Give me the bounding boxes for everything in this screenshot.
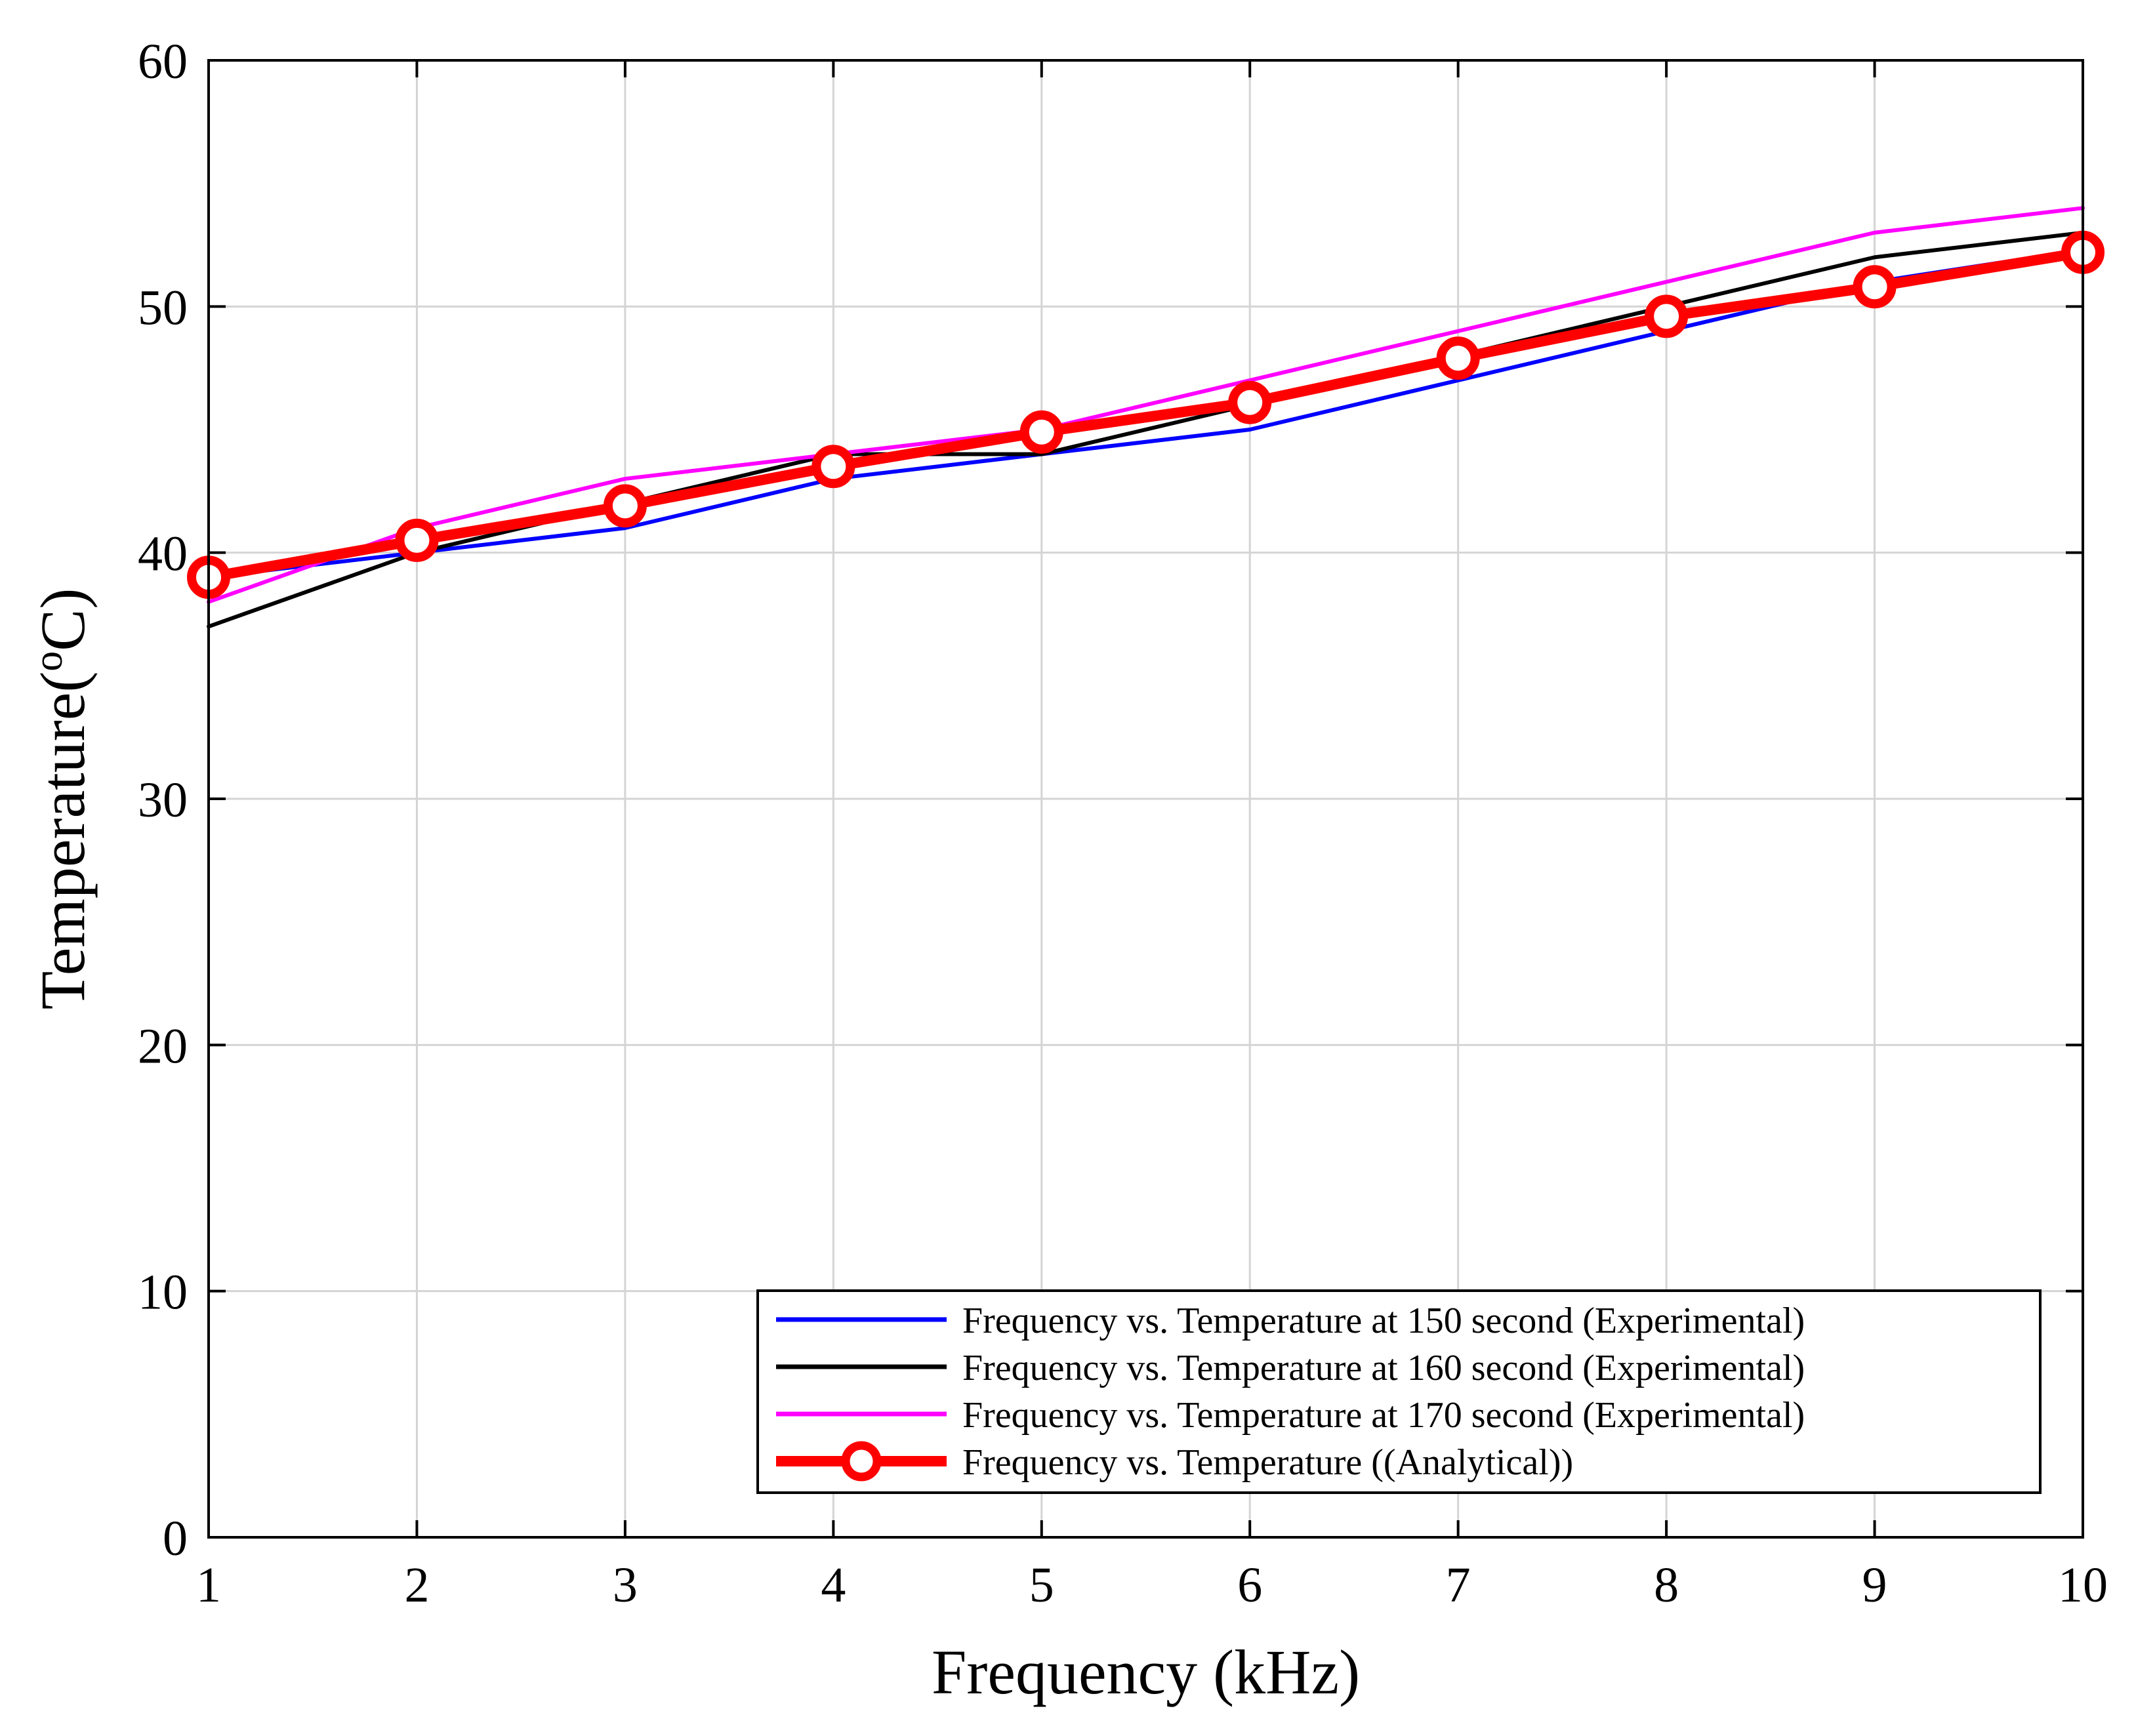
x-tick-label: 8: [1654, 1558, 1679, 1613]
y-tick-label: 20: [138, 1019, 188, 1074]
y-tick-label: 10: [138, 1265, 188, 1320]
x-tick-label: 1: [196, 1558, 221, 1613]
x-tick-label: 10: [2058, 1558, 2108, 1613]
legend-box: [756, 1289, 2042, 1494]
y-axis-title: Temperature(oC): [26, 588, 98, 1010]
series-line-3: [207, 206, 2085, 604]
data-point-marker: [1228, 380, 1272, 424]
y-tick-label: 40: [138, 527, 188, 582]
y-axis-title-superscript: o: [26, 651, 71, 672]
legend-label: Frequency vs. Temperature at 160 second …: [962, 1348, 1805, 1388]
data-point-marker: [811, 445, 855, 489]
y-tick-label: 0: [163, 1511, 188, 1566]
y-tick-label: 60: [138, 34, 188, 89]
x-tick-label: 2: [404, 1558, 429, 1613]
series-lines: [187, 206, 2105, 629]
legend-label: Frequency vs. Temperature at 150 second …: [962, 1301, 1805, 1341]
x-tick-label: 9: [1862, 1558, 1887, 1613]
data-point-marker: [1436, 336, 1480, 380]
x-tick-label: 6: [1237, 1558, 1262, 1613]
legend-marker: [841, 1441, 882, 1482]
legend-label: Frequency vs. Temperature at 170 second …: [962, 1395, 1805, 1436]
data-point-marker: [603, 484, 647, 528]
x-tick-label: 4: [821, 1558, 846, 1613]
axes: [207, 59, 2084, 1539]
series-line-2: [207, 230, 2085, 629]
data-point-marker: [395, 518, 439, 562]
series-line-4: [203, 247, 2088, 583]
legend: Frequency vs. Temperature at 150 second …: [756, 1289, 2042, 1494]
y-tick-label: 30: [138, 773, 188, 828]
x-axis-title: Frequency (kHz): [932, 1637, 1360, 1707]
legend-label: Frequency vs. Temperature ((Analytical)): [962, 1442, 1573, 1483]
x-tick-label: 3: [613, 1558, 638, 1613]
y-axis-title-unit: C): [28, 588, 98, 651]
data-point-marker: [1853, 265, 1897, 309]
y-axis-title-main: Temperature(: [28, 672, 98, 1010]
y-tick-label: 50: [138, 280, 188, 335]
data-point-marker: [1645, 294, 1689, 338]
data-point-marker: [1019, 410, 1063, 454]
x-tick-label: 5: [1029, 1558, 1054, 1613]
tick-labels: 1 2 3 4 5 6 7 8 9 10 0 10 20 30 40 50 60: [138, 34, 2108, 1613]
x-tick-label: 7: [1446, 1558, 1471, 1613]
